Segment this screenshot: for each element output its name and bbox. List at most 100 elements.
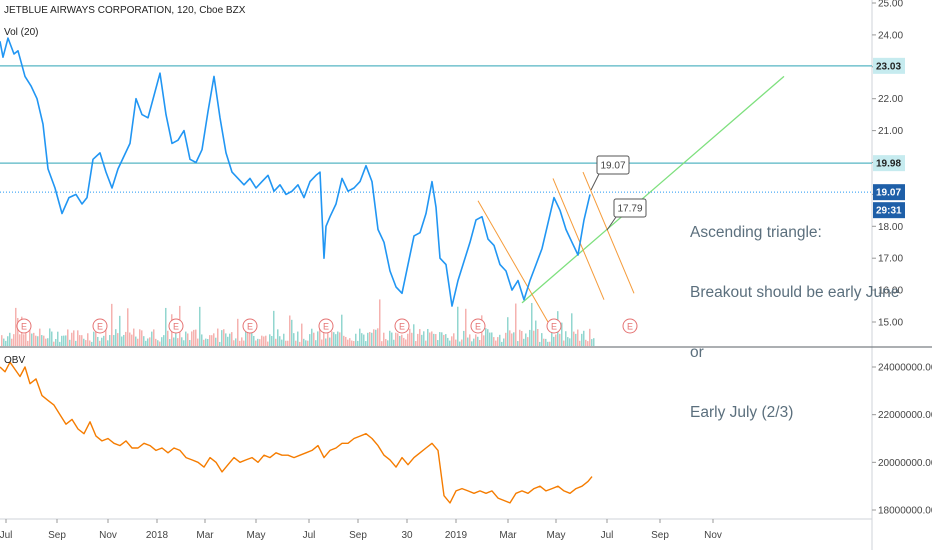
volume-bar bbox=[251, 331, 253, 346]
volume-bar bbox=[593, 338, 595, 346]
volume-bar bbox=[349, 338, 351, 346]
volume-bar bbox=[365, 341, 367, 346]
annotation-line: or bbox=[690, 344, 704, 361]
volume-bar bbox=[79, 335, 81, 346]
price-tick-label: 18.00 bbox=[878, 222, 903, 233]
volume-bar bbox=[579, 340, 581, 346]
volume-bar bbox=[325, 338, 327, 346]
price-callouts: 19.07 17.79 bbox=[590, 155, 647, 231]
volume-bar bbox=[291, 319, 293, 346]
volume-bar bbox=[233, 340, 235, 346]
volume-bar bbox=[39, 328, 41, 346]
volume-bar bbox=[461, 339, 463, 346]
volume-bar bbox=[405, 339, 407, 346]
volume-bar bbox=[57, 331, 59, 346]
volume-bar bbox=[363, 334, 365, 346]
volume-bar bbox=[123, 334, 125, 346]
earnings-marker-circle bbox=[470, 318, 486, 334]
volume-bar bbox=[327, 328, 329, 346]
volume-bar bbox=[253, 335, 255, 346]
price-tick-label: 16.00 bbox=[878, 286, 903, 297]
volume-bar bbox=[303, 338, 305, 346]
earnings-marker-circle bbox=[546, 318, 562, 334]
volume-bar bbox=[473, 338, 475, 346]
obv-tick-label: 20000000.0000 bbox=[878, 458, 932, 469]
volume-bar bbox=[219, 341, 221, 346]
volume-bar bbox=[197, 338, 199, 346]
earnings-marker: E bbox=[470, 318, 486, 334]
price-tick-label: 22.00 bbox=[878, 94, 903, 105]
volume-bar bbox=[517, 341, 519, 346]
volume-bar bbox=[357, 340, 359, 346]
volume-bar bbox=[283, 333, 285, 346]
volume-bar bbox=[451, 336, 453, 346]
time-tick-label: Sep bbox=[651, 530, 669, 541]
volume-bar bbox=[311, 328, 313, 346]
volume-bar bbox=[475, 334, 477, 346]
volume-bar bbox=[465, 308, 467, 346]
volume-bar bbox=[23, 334, 25, 346]
volume-bar bbox=[275, 338, 277, 346]
volume-bar bbox=[13, 334, 15, 346]
volume-bar bbox=[351, 340, 353, 346]
volume-bar bbox=[15, 307, 17, 346]
volume-bar bbox=[525, 333, 527, 346]
volume-bar bbox=[575, 333, 577, 346]
volume-bar bbox=[331, 331, 333, 346]
volume-bar bbox=[143, 336, 145, 346]
volume-bar bbox=[95, 331, 97, 346]
volume-bar bbox=[295, 340, 297, 346]
volume-bar bbox=[407, 333, 409, 346]
volume-bar bbox=[315, 340, 317, 346]
volume-bar bbox=[507, 317, 509, 346]
volume-bar bbox=[181, 337, 183, 346]
volume-bar bbox=[17, 317, 19, 346]
volume-bar bbox=[415, 341, 417, 346]
volume-bar bbox=[313, 332, 315, 346]
volume-bar bbox=[83, 338, 85, 346]
obv-tick-label: 24000000.0000 bbox=[878, 363, 932, 374]
volume-bar bbox=[425, 340, 427, 346]
volume-bar bbox=[299, 341, 301, 346]
volume-bar bbox=[111, 303, 113, 346]
volume-bar bbox=[307, 340, 309, 346]
volume-bar bbox=[293, 333, 295, 346]
earnings-marker: E bbox=[318, 318, 334, 334]
descending-channel-line bbox=[582, 171, 635, 294]
volume-bar bbox=[439, 332, 441, 346]
volume-bar bbox=[479, 340, 481, 346]
volume-bar bbox=[297, 331, 299, 346]
volume-bar bbox=[321, 339, 323, 346]
volume-bar bbox=[93, 331, 95, 346]
volume-bar bbox=[435, 334, 437, 346]
volume-bar bbox=[391, 332, 393, 346]
volume-bar bbox=[279, 336, 281, 346]
volume-bar bbox=[587, 341, 589, 346]
volume-bar bbox=[121, 336, 123, 346]
volume-bar bbox=[133, 328, 135, 346]
chart-annotation: Ascending triangle: Breakout should be e… bbox=[690, 183, 899, 443]
volume-bar bbox=[37, 336, 39, 346]
price-label-23: 23.03 bbox=[876, 61, 901, 72]
earnings-marker-circle bbox=[622, 318, 638, 334]
volume-bar bbox=[577, 329, 579, 346]
volume-bar bbox=[33, 332, 35, 346]
annotation-line: Ascending triangle: bbox=[690, 224, 822, 241]
volume-bar bbox=[73, 330, 75, 346]
volume-bar bbox=[153, 329, 155, 346]
volume-bar bbox=[261, 335, 263, 346]
volume-bar bbox=[161, 337, 163, 346]
earnings-marker-circle bbox=[318, 318, 334, 334]
volume-bar bbox=[301, 323, 303, 346]
volume-bar bbox=[97, 336, 99, 346]
price-label-countdown: 29:31 bbox=[876, 206, 902, 217]
volume-bar bbox=[273, 310, 275, 346]
volume-bar bbox=[115, 329, 117, 346]
earnings-marker-circle bbox=[168, 318, 184, 334]
time-tick-label: Nov bbox=[704, 530, 722, 541]
volume-bar bbox=[531, 302, 533, 346]
volume-bar bbox=[373, 329, 375, 346]
volume-bar bbox=[469, 334, 471, 346]
volume-bar bbox=[567, 337, 569, 346]
